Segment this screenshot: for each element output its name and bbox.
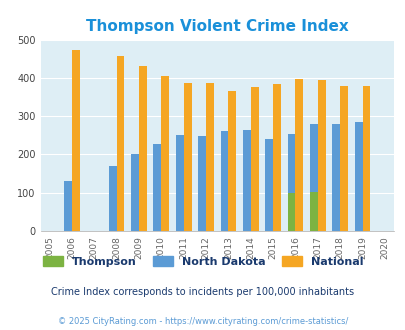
Bar <box>354 122 362 231</box>
Bar <box>309 124 317 231</box>
Bar <box>183 83 191 231</box>
Bar <box>287 134 295 231</box>
Bar <box>139 66 147 231</box>
Bar <box>161 76 169 231</box>
Bar <box>220 131 228 231</box>
Title: Thompson Violent Crime Index: Thompson Violent Crime Index <box>85 19 348 34</box>
Bar <box>228 90 236 231</box>
Bar <box>362 86 369 231</box>
Bar <box>332 124 339 231</box>
Bar <box>287 193 295 231</box>
Bar <box>339 85 347 231</box>
Legend: Thompson, North Dakota, National: Thompson, North Dakota, National <box>38 251 367 271</box>
Bar <box>109 166 116 231</box>
Bar <box>242 130 250 231</box>
Bar <box>131 154 139 231</box>
Bar <box>72 50 79 231</box>
Bar <box>309 192 317 231</box>
Bar <box>175 135 183 231</box>
Bar <box>250 87 258 231</box>
Bar <box>264 139 273 231</box>
Bar <box>295 79 303 231</box>
Text: Crime Index corresponds to incidents per 100,000 inhabitants: Crime Index corresponds to incidents per… <box>51 287 354 297</box>
Bar <box>64 181 72 231</box>
Bar <box>317 80 325 231</box>
Bar <box>116 56 124 231</box>
Bar <box>153 144 161 231</box>
Bar <box>205 83 213 231</box>
Bar <box>273 84 280 231</box>
Text: © 2025 CityRating.com - https://www.cityrating.com/crime-statistics/: © 2025 CityRating.com - https://www.city… <box>58 317 347 326</box>
Bar <box>198 136 205 231</box>
